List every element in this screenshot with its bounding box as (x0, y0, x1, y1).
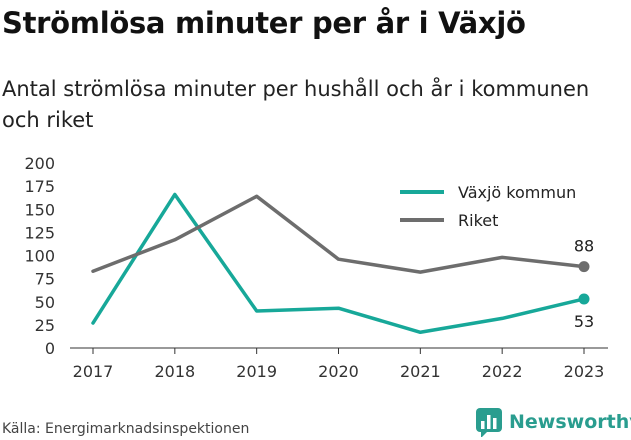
data-label: 88 (574, 237, 594, 256)
series-line (91, 194, 586, 274)
bar-chart-logo-icon (476, 408, 502, 437)
y-tick-label: 100 (24, 247, 55, 266)
x-tick-label: 2020 (318, 362, 359, 381)
legend-box (393, 176, 597, 234)
y-tick-label: 175 (24, 177, 55, 196)
y-tick-label: 150 (24, 200, 55, 219)
x-tick-label: 2017 (73, 362, 114, 381)
brand-logo[interactable]: Newsworthy (475, 404, 631, 440)
line-chart: 0 25 50 75 100 125 150 175 200 2017 2018 2019 2020 20… (24, 154, 608, 381)
series-end-point (578, 261, 590, 273)
y-tick-label: 200 (24, 154, 55, 173)
y-tick-label: 0 (45, 339, 55, 358)
source-note: Källa: Energimarknadsinspektionen (2, 421, 250, 437)
x-tick-label: 2021 (400, 362, 441, 381)
y-tick-label: 125 (24, 223, 55, 242)
page-title: Strömlösa minuter per år i Växjö (2, 6, 526, 40)
x-tick-label: 2018 (154, 362, 195, 381)
series-end-point (578, 293, 590, 305)
x-tick-label: 2023 (564, 362, 605, 381)
legend-label: Riket (458, 211, 498, 230)
brand-name: Newsworthy (509, 411, 631, 433)
legend-label: Växjö kommun (458, 183, 576, 202)
x-tick-label: 2019 (236, 362, 277, 381)
series-line (91, 192, 586, 335)
y-tick-label: 25 (35, 316, 55, 335)
y-tick-label: 75 (35, 270, 55, 289)
page-subtitle: Antal strömlösa minuter per hushåll och … (2, 77, 590, 132)
y-tick-label: 50 (35, 293, 55, 312)
x-tick-label: 2022 (482, 362, 523, 381)
data-label: 53 (574, 312, 594, 331)
